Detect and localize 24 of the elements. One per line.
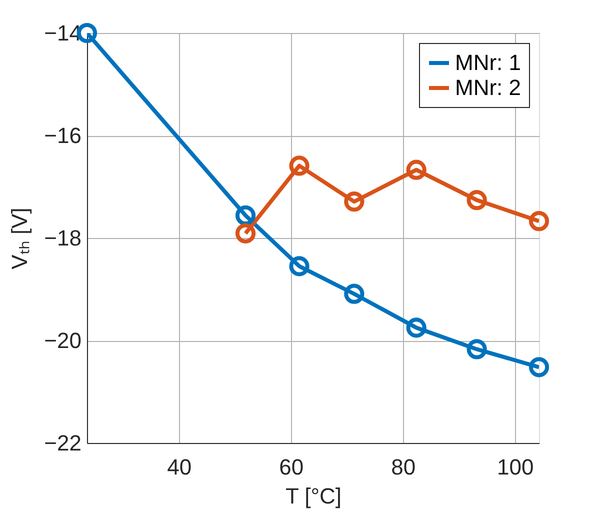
point	[528, 357, 550, 378]
point	[344, 284, 364, 304]
point	[344, 192, 364, 212]
point	[406, 318, 426, 338]
point	[289, 156, 310, 176]
point	[528, 211, 550, 232]
point	[406, 160, 426, 180]
y-tick-label: −20	[44, 328, 82, 353]
point	[289, 256, 310, 276]
point	[235, 223, 256, 244]
legend-label: MNr: 1	[455, 50, 521, 75]
point	[466, 339, 487, 360]
x-tick-label: 40	[167, 454, 192, 480]
x-tick-label: 80	[391, 454, 416, 480]
x-tick-label: 60	[279, 454, 304, 480]
y-tick-label: −22	[44, 430, 82, 456]
point	[235, 205, 256, 226]
point	[466, 190, 487, 210]
y-tick-label: −16	[44, 123, 82, 148]
x-axis-title: T [°C]	[285, 484, 342, 508]
x-tick-label: 100	[497, 454, 534, 480]
legend-label: MNr: 2	[455, 75, 521, 100]
y-axis-title: Vₜₕ [V]	[7, 208, 32, 270]
y-tick-label: −18	[44, 226, 82, 250]
